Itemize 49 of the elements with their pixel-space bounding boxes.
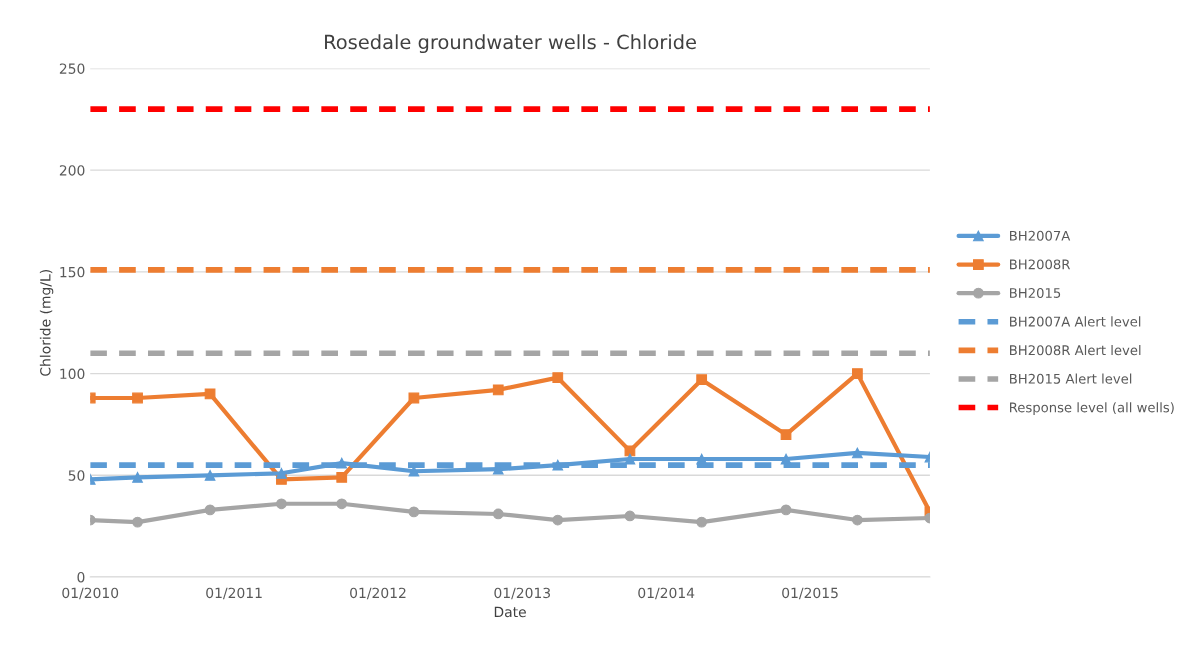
point (492, 508, 504, 520)
x-tick-label: 01/2010 (62, 587, 119, 600)
point (276, 498, 287, 510)
point (552, 514, 564, 526)
point (204, 504, 216, 516)
point (852, 514, 863, 526)
x-tick-label: 01/2011 (206, 587, 262, 600)
legend-label: BH2007A Alert level (1010, 316, 1141, 327)
point (696, 374, 708, 386)
point (696, 453, 708, 465)
legend-label: BH2015 Alert level (1010, 373, 1132, 384)
x-tick-label: 01/2015 (782, 587, 838, 600)
y-axis-title: Chloride (mg/L) (39, 270, 54, 376)
point (408, 506, 420, 518)
point (132, 471, 143, 483)
legend-label: BH2015 (1010, 287, 1061, 298)
y-tick-label: 50 (68, 470, 85, 481)
x-tick-label: 01/2012 (350, 587, 406, 600)
legend-label: BH2007A (1010, 230, 1071, 241)
y-tick-label: 200 (59, 165, 85, 176)
point (780, 429, 792, 440)
point (492, 384, 504, 396)
point (624, 510, 636, 522)
y-tick-label: 150 (60, 266, 85, 278)
point (696, 516, 708, 528)
legend-label: Response level (all wells) (1010, 402, 1174, 415)
y-tick-label: 100 (60, 368, 85, 380)
x-axis-title: Date (494, 606, 526, 618)
point (276, 467, 287, 479)
point (336, 498, 348, 510)
x-tick-label: 01/2014 (638, 587, 695, 600)
point (624, 453, 636, 465)
y-tick-label: 0 (77, 571, 85, 583)
point (852, 368, 863, 379)
y-tick-label: 250 (59, 63, 85, 74)
point (204, 469, 216, 481)
legend-label: BH2008R (1010, 259, 1071, 270)
chart-title: Rosedale groundwater wells - Chloride (325, 34, 696, 54)
point (852, 447, 863, 459)
point (552, 459, 564, 471)
point (132, 392, 143, 404)
point (552, 372, 564, 384)
x-tick-label: 01/2013 (494, 587, 551, 600)
point (336, 471, 348, 483)
legend-label: BH2008R Alert level (1010, 344, 1141, 356)
point (408, 392, 420, 404)
point (780, 504, 792, 516)
point (780, 453, 792, 465)
point (132, 516, 143, 528)
